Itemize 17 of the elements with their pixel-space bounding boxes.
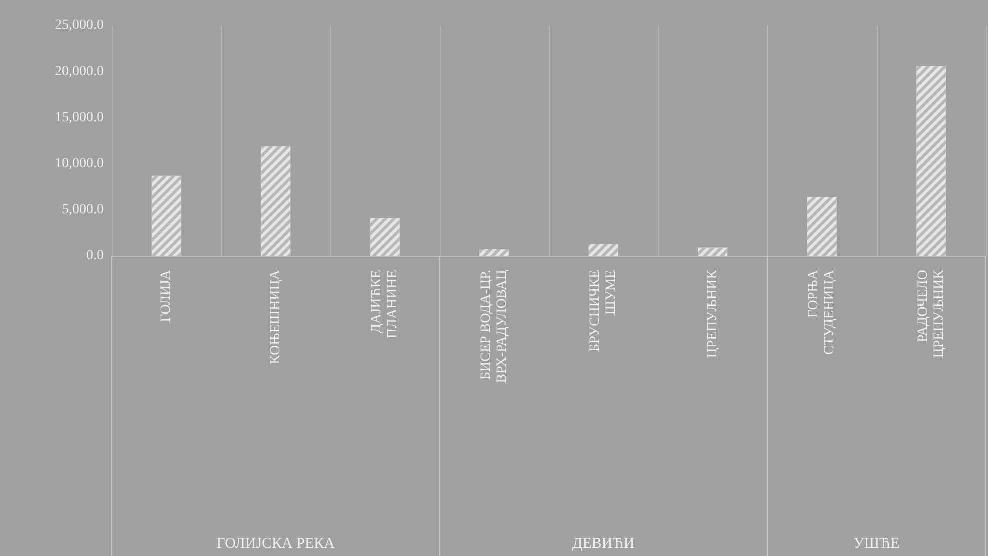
x-tick-label: КОЊЕШНИЦА (268, 269, 284, 364)
x-tick-label: БРУСНИЧКЕ ШУМЕ (588, 270, 620, 352)
y-tick-label: 0.0 (86, 248, 104, 264)
x-tick-label: БИСЕР ВОДА-ЦР. ВРХ-РАДУЛОВАЦ (478, 270, 510, 384)
y-tick-label: 25,000.0 (55, 18, 104, 34)
y-tick-label: 20,000.0 (55, 64, 104, 80)
x-tick-label: ЦРЕПУЉНИК (705, 269, 720, 358)
text: УШЋЕ (854, 536, 900, 552)
text: ДЕВИЋИ (572, 536, 635, 552)
text: ГОЛИЈСКА РЕКА (216, 536, 336, 552)
y-tick-label: 5,000.0 (62, 202, 104, 218)
x-tick-label: ДАЈИЋКЕ ПЛАНИНЕ (370, 270, 401, 339)
x-tick-label: ГОЛИЈА (159, 269, 174, 322)
y-tick-label: 15,000.0 (55, 110, 104, 126)
x-tick-label: РАДОЧЕЛО ЦРЕПУЉНИК (916, 269, 947, 358)
x-tick-label: ГОРЊА СТУДЕНИЦА (806, 269, 838, 355)
y-tick-label: 10,000.0 (55, 156, 104, 172)
